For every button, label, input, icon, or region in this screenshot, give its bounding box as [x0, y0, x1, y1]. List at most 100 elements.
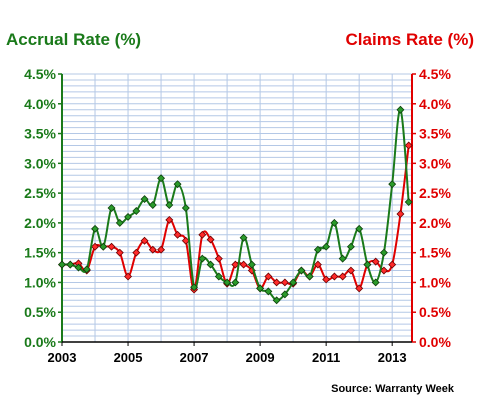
left-axis-title: Accrual Rate (%) — [6, 30, 142, 49]
left-tick-label: 2.5% — [24, 185, 56, 201]
claims-marker — [140, 236, 149, 245]
accrual-marker — [107, 204, 116, 212]
accrual-marker — [165, 201, 174, 209]
accrual-marker — [338, 254, 347, 263]
right-tick-label: 4.5% — [419, 66, 451, 82]
right-tick-label: 0.0% — [419, 334, 451, 350]
accrual-marker — [330, 218, 339, 227]
accrual-marker — [379, 248, 388, 257]
right-tick-label: 1.5% — [419, 245, 451, 261]
claims-marker — [124, 272, 133, 281]
left-tick-label: 0.5% — [24, 304, 56, 320]
accrual-marker — [280, 290, 289, 299]
accrual-marker — [214, 272, 223, 281]
claims-marker — [330, 272, 339, 281]
accrual-marker — [66, 260, 75, 269]
claims-marker — [239, 260, 248, 269]
accrual-marker — [190, 283, 199, 292]
left-tick-label: 2.0% — [24, 215, 56, 231]
claims-marker — [198, 230, 207, 239]
left-tick-label: 3.5% — [24, 126, 56, 142]
x-tick-label: 2007 — [180, 350, 209, 365]
accrual-marker — [355, 224, 364, 233]
right-tick-label: 3.0% — [419, 155, 451, 171]
claims-marker — [115, 248, 124, 257]
left-tick-label: 4.0% — [24, 96, 56, 112]
accrual-marker — [173, 180, 182, 189]
right-axis-title: Claims Rate (%) — [345, 30, 474, 49]
x-tick-label: 2011 — [312, 350, 340, 365]
claims-marker — [396, 209, 405, 218]
x-tick-label: 2009 — [246, 350, 275, 365]
claims-marker — [107, 242, 116, 251]
accrual-series — [58, 105, 413, 305]
source-note: Source: Warranty Week — [331, 383, 454, 395]
accrual-marker — [247, 260, 256, 269]
claims-marker — [231, 260, 240, 269]
claims-marker — [313, 260, 322, 269]
axes — [58, 73, 416, 346]
claims-marker — [165, 215, 174, 224]
right-tick-label: 4.0% — [419, 96, 451, 112]
accrual-marker — [181, 204, 190, 212]
claims-marker — [404, 141, 413, 150]
accrual-marker — [132, 207, 141, 215]
accrual-marker — [124, 212, 133, 221]
accrual-marker — [148, 201, 157, 209]
accrual-marker — [346, 242, 355, 251]
accrual-marker — [82, 265, 91, 274]
claims-marker — [272, 278, 281, 287]
left-tick-label: 1.0% — [24, 274, 56, 290]
accrual-marker — [115, 218, 124, 227]
accrual-marker — [297, 266, 306, 275]
plot-area — [62, 74, 412, 342]
claims-marker — [148, 245, 157, 254]
accrual-marker — [157, 174, 166, 183]
accrual-marker — [256, 284, 265, 293]
accrual-marker — [322, 242, 331, 251]
accrual-marker — [305, 272, 314, 281]
accrual-marker — [74, 263, 83, 272]
x-tick-label: 2003 — [48, 350, 77, 365]
gridlines — [61, 73, 412, 343]
x-tick-label: 2013 — [378, 350, 407, 365]
tick-labels: 0.0% 0.0% 0.5% 0.5% 1.0% 1.0% 1.5% 1.5% 2.0% 2.0%… — [24, 66, 451, 365]
accrual-marker — [58, 260, 66, 269]
claims-marker — [388, 260, 397, 269]
accrual-marker — [404, 198, 413, 207]
accrual-marker — [223, 278, 232, 287]
accrual-marker — [198, 254, 207, 263]
left-tick-label: 1.5% — [24, 245, 56, 261]
claims-marker — [322, 275, 331, 284]
claims-marker — [346, 266, 355, 275]
accrual-marker — [99, 242, 108, 251]
right-tick-label: 3.5% — [419, 126, 451, 142]
claims-marker — [338, 272, 347, 281]
right-tick-label: 1.0% — [419, 274, 451, 290]
accrual-marker — [140, 195, 149, 204]
accrual-marker — [272, 296, 281, 305]
claims-marker — [206, 235, 215, 244]
accrual-marker — [91, 224, 99, 233]
right-tick-label: 0.5% — [419, 304, 451, 320]
claims-marker — [355, 284, 364, 293]
accrual-marker — [313, 245, 322, 254]
accrual-marker — [363, 260, 372, 269]
accrual-marker — [231, 278, 240, 287]
accrual-marker — [289, 278, 298, 287]
accrual-marker — [206, 260, 215, 269]
claims-marker — [264, 272, 273, 281]
left-tick-label: 3.0% — [24, 155, 56, 171]
accrual-marker — [388, 180, 397, 189]
right-tick-label: 2.5% — [419, 185, 451, 201]
claims-marker — [91, 242, 99, 251]
accrual-marker — [239, 233, 248, 242]
left-tick-label: 4.5% — [24, 66, 56, 82]
claims-marker — [280, 278, 289, 287]
series-layer — [58, 105, 413, 305]
claims-marker — [157, 245, 166, 254]
right-tick-label: 2.0% — [419, 215, 451, 231]
left-tick-label: 0.0% — [24, 334, 56, 350]
claims-marker — [371, 257, 380, 266]
